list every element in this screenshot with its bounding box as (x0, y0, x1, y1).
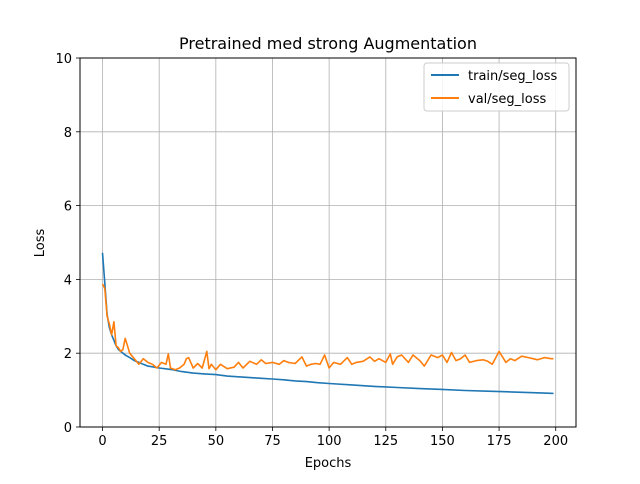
x-axis-label: Epochs (305, 456, 352, 471)
y-axis-label: Loss (33, 229, 48, 258)
val-seg-loss-line (101, 283, 554, 371)
y-axis-ticks: 0 2 4 6 8 10 (55, 52, 80, 436)
x-tick-label: 100 (317, 434, 342, 449)
y-tick-label: 0 (64, 421, 72, 436)
x-tick-label: 125 (373, 434, 398, 449)
x-tick-label: 200 (543, 434, 568, 449)
y-tick-label: 2 (64, 347, 72, 362)
x-tick-label: 0 (98, 434, 106, 449)
x-tick-label: 150 (430, 434, 455, 449)
legend-label-val: val/seg_loss (468, 92, 547, 107)
y-tick-label: 10 (55, 52, 72, 67)
legend-label-train: train/seg_loss (468, 69, 558, 84)
legend: train/seg_loss val/seg_loss (423, 62, 570, 112)
y-tick-label: 4 (64, 273, 72, 288)
chart-title: Pretrained med strong Augmentation (179, 34, 477, 53)
series-lines (101, 252, 554, 395)
train-seg-loss-line (101, 252, 554, 395)
y-tick-label: 6 (64, 200, 72, 215)
x-tick-label: 175 (487, 434, 512, 449)
plot-frame (79, 57, 577, 428)
x-tick-label: 25 (151, 434, 168, 449)
legend-box (423, 62, 570, 112)
x-axis-ticks: 0 25 50 75 100 125 150 175 200 (98, 427, 568, 449)
x-tick-label: 50 (208, 434, 225, 449)
y-tick-label: 8 (64, 126, 72, 141)
x-tick-label: 75 (264, 434, 281, 449)
